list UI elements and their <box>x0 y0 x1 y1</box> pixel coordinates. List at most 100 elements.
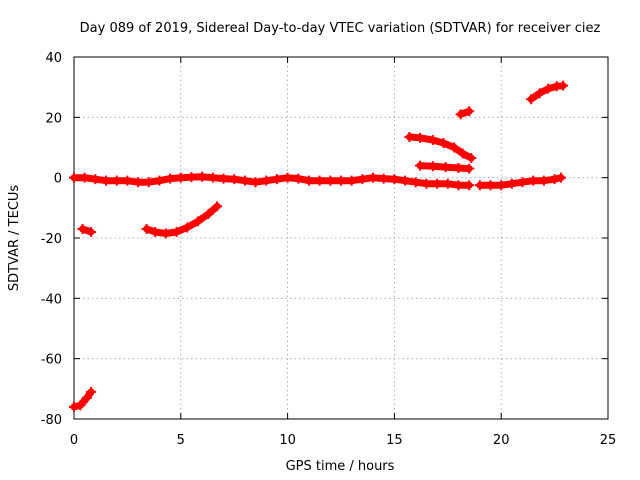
series-mid-arc <box>415 160 475 174</box>
data-point <box>212 201 223 212</box>
grid-lines <box>74 57 608 419</box>
data-point <box>538 175 549 186</box>
data-point <box>427 134 438 145</box>
series-short-arc-1 <box>77 223 97 237</box>
data-point <box>464 163 475 174</box>
data-point <box>150 226 161 237</box>
data-point <box>400 175 411 186</box>
data-point <box>160 228 171 239</box>
data-point <box>432 178 443 189</box>
data-point <box>218 173 229 184</box>
y-tick-label: -60 <box>41 353 62 368</box>
data-point <box>357 174 368 185</box>
data-point <box>346 175 357 186</box>
data-point <box>207 172 218 183</box>
y-tick-label: 0 <box>54 172 62 187</box>
data-point <box>336 175 346 186</box>
series-main-track-2 <box>474 172 567 191</box>
data-point <box>453 180 464 191</box>
x-tick-label: 5 <box>177 433 185 448</box>
data-point <box>282 172 293 183</box>
series-short-arc-2 <box>455 106 475 120</box>
data-point <box>182 222 193 233</box>
data-point <box>111 175 122 186</box>
data-point <box>455 109 466 120</box>
data-point <box>464 106 475 117</box>
data-point <box>86 386 97 397</box>
data-point <box>442 178 453 189</box>
data-point <box>325 175 336 186</box>
data-point <box>261 175 272 186</box>
chart-title: Day 089 of 2019, Sidereal Day-to-day VTE… <box>80 21 601 36</box>
data-point <box>474 180 485 191</box>
data-point <box>250 177 261 188</box>
data-point <box>229 174 240 185</box>
series-u-arc <box>141 201 223 239</box>
data-point <box>534 88 545 99</box>
data-point <box>314 175 325 186</box>
data-point <box>69 401 79 412</box>
data-point <box>466 153 477 164</box>
data-point <box>81 392 92 403</box>
data-point <box>457 148 468 159</box>
data-point <box>421 178 432 189</box>
data-point <box>186 172 197 183</box>
data-point <box>271 174 282 185</box>
x-tick-label: 20 <box>493 433 510 448</box>
data-point <box>192 216 203 227</box>
data-point <box>77 223 88 234</box>
x-tick-label: 15 <box>386 433 403 448</box>
x-tick-label: 0 <box>70 433 78 448</box>
data-point <box>143 177 154 188</box>
data-point <box>410 177 421 188</box>
y-tick-label: -20 <box>41 232 62 247</box>
data-point <box>154 175 165 186</box>
data-point <box>528 175 539 186</box>
data-point <box>415 160 426 171</box>
data-point <box>517 177 528 188</box>
data-point <box>171 226 182 237</box>
x-tick-label: 25 <box>600 433 617 448</box>
data-point <box>389 174 400 185</box>
data-point <box>440 162 451 173</box>
data-point <box>79 172 90 183</box>
y-tick-labels: -80 -60 -40 -20 0 20 40 <box>41 51 62 428</box>
data-point <box>239 175 250 186</box>
data-point <box>101 175 112 186</box>
data-point <box>141 223 152 234</box>
y-tick-label: 40 <box>45 51 62 66</box>
data-point <box>133 177 144 188</box>
series-dip-arc <box>69 386 97 412</box>
data-point <box>549 174 560 185</box>
data-point <box>293 173 304 184</box>
axis-ticks <box>73 56 609 420</box>
data-point <box>485 180 496 191</box>
data-point <box>496 180 507 191</box>
data-point <box>415 132 426 143</box>
series-upper-arc-2 <box>526 80 569 105</box>
x-tick-labels: 0 5 10 15 20 25 <box>70 433 616 448</box>
data-point <box>303 175 314 186</box>
x-tick-label: 10 <box>279 433 296 448</box>
data-point <box>165 173 176 184</box>
data-point <box>453 163 464 174</box>
data-point <box>404 131 415 142</box>
data-point <box>378 173 389 184</box>
data-series <box>69 80 569 412</box>
data-point <box>69 172 79 183</box>
series-main-track <box>69 171 475 191</box>
data-point <box>86 226 97 237</box>
data-point <box>526 94 537 105</box>
data-point <box>427 161 438 172</box>
x-axis-label: GPS time / hours <box>286 459 395 474</box>
data-point <box>438 137 449 148</box>
series-upper-arc-1 <box>404 131 477 164</box>
y-tick-label: -80 <box>41 413 62 428</box>
data-point <box>175 172 186 183</box>
y-axis-label: SDTVAR / TECUs <box>7 185 22 292</box>
data-point <box>558 80 569 91</box>
data-point <box>506 178 517 189</box>
data-point <box>368 172 379 183</box>
y-tick-label: -40 <box>41 292 62 307</box>
